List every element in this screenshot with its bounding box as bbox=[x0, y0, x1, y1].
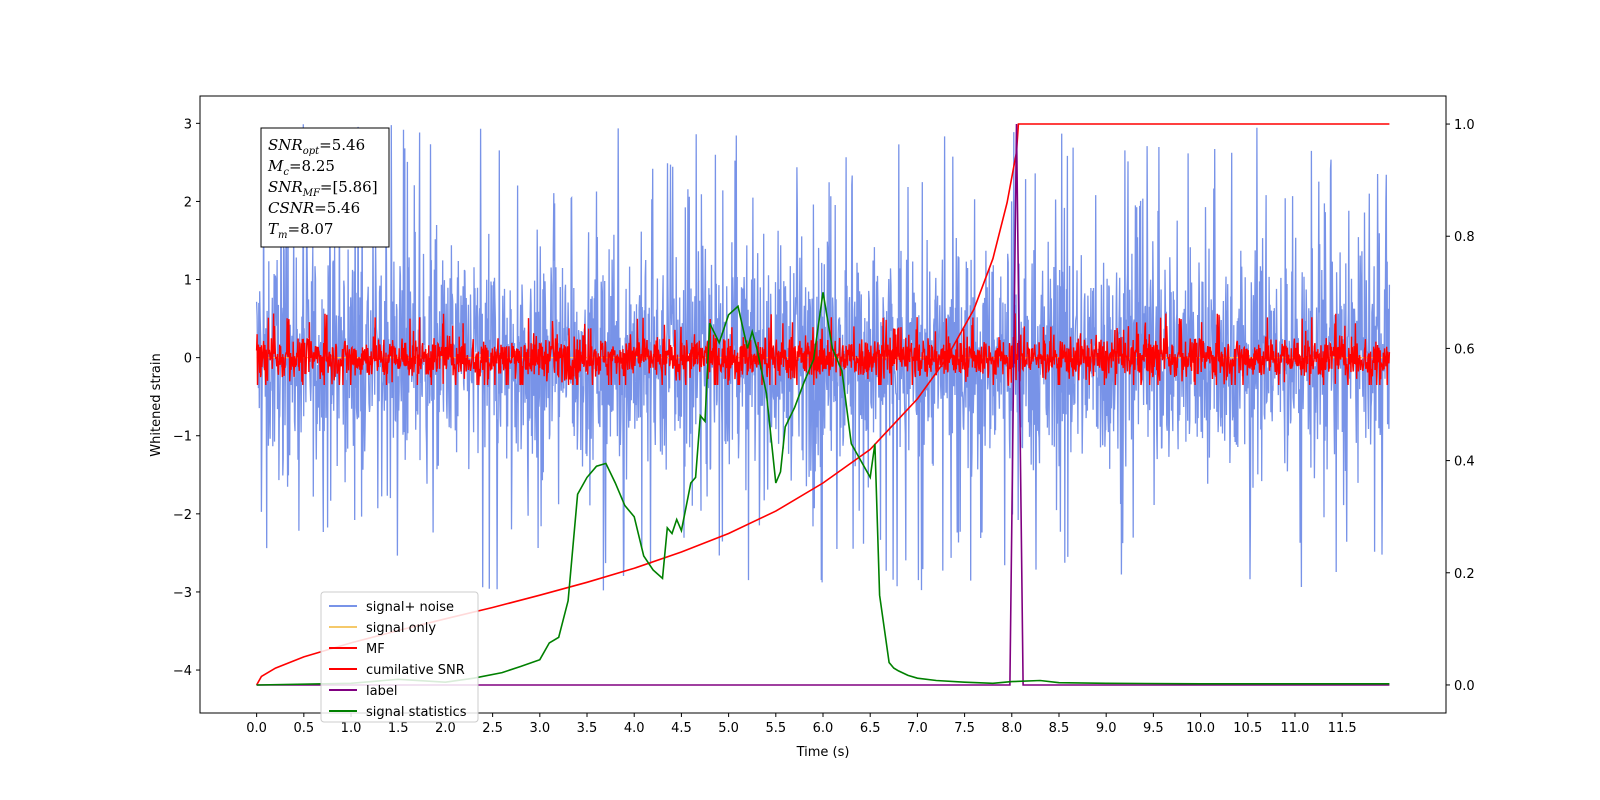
y-tick-label: 3 bbox=[184, 117, 192, 132]
x-tick-label: 2.0 bbox=[435, 721, 456, 736]
y-tick-label: 0 bbox=[184, 352, 192, 367]
y-tick-label: 2 bbox=[184, 195, 192, 210]
series-label-line bbox=[256, 123, 1390, 686]
legend[interactable]: signal+ noise signal only MF cumilative SNR… bbox=[320, 591, 479, 723]
x-tick-label: 8.0 bbox=[1001, 721, 1022, 736]
legend-frame bbox=[320, 591, 479, 723]
x-tick-label: 5.0 bbox=[718, 721, 739, 736]
x-tick-label: 7.0 bbox=[907, 721, 928, 736]
legend-entry[interactable]: cumilative SNR bbox=[329, 663, 465, 678]
x-tick-label: 3.5 bbox=[577, 721, 598, 736]
x-tick-label: 11.5 bbox=[1328, 721, 1357, 736]
x-tick-label: 10.5 bbox=[1233, 721, 1262, 736]
series-mf-line bbox=[255, 313, 1391, 386]
x-tick-label: 4.0 bbox=[624, 721, 645, 736]
legend-label: label bbox=[366, 684, 397, 699]
legend-entry[interactable]: label bbox=[329, 684, 397, 699]
annotation-line: SNRopt=5.46 bbox=[268, 136, 365, 157]
legend-entry[interactable]: signal only bbox=[329, 621, 436, 636]
y2-tick-label: 0.0 bbox=[1454, 679, 1475, 694]
y-axis-left: 3 2 1 0 −1 −2 −3 −4 bbox=[173, 117, 200, 679]
x-tick-label: 11.0 bbox=[1280, 721, 1309, 736]
x-tick-label: 10.0 bbox=[1186, 721, 1215, 736]
y-tick-label: −1 bbox=[173, 430, 192, 445]
y-axis-label: Whitened strain bbox=[149, 353, 164, 456]
legend-entry[interactable]: signal statistics bbox=[329, 705, 467, 720]
x-tick-label: 9.0 bbox=[1096, 721, 1117, 736]
x-tick-label: 4.5 bbox=[671, 721, 692, 736]
annotation-line: Tm=8.07 bbox=[268, 220, 333, 241]
x-tick-label: 3.0 bbox=[529, 721, 550, 736]
y-tick-label: 1 bbox=[184, 274, 192, 289]
x-tick-label: 5.5 bbox=[765, 721, 786, 736]
y2-tick-label: 1.0 bbox=[1454, 118, 1475, 133]
legend-label: signal+ noise bbox=[366, 600, 454, 615]
annotation-line: CSNR=5.46 bbox=[268, 199, 360, 217]
x-tick-label: 0.0 bbox=[246, 721, 267, 736]
series-signal-statistics-line bbox=[256, 292, 1390, 686]
x-tick-label: 0.5 bbox=[293, 721, 314, 736]
legend-entry[interactable]: signal+ noise bbox=[329, 600, 454, 615]
x-tick-label: 2.5 bbox=[482, 721, 503, 736]
x-tick-label: 1.5 bbox=[388, 721, 409, 736]
annotation-line: SNRMF=[5.86] bbox=[268, 178, 378, 199]
series-signal-noise-line bbox=[255, 124, 1391, 591]
x-tick-label: 7.5 bbox=[954, 721, 975, 736]
y-tick-label: −2 bbox=[173, 508, 192, 523]
y2-tick-label: 0.6 bbox=[1454, 342, 1475, 357]
x-tick-label: 9.5 bbox=[1143, 721, 1164, 736]
x-tick-label: 8.5 bbox=[1049, 721, 1070, 736]
legend-label: signal only bbox=[366, 621, 436, 636]
x-axis: 0.0 0.5 1.0 1.5 2.0 2.5 3.0 3.5 4.0 4.5 5.0 5.5 6.0 6… bbox=[246, 713, 1357, 736]
y-axis-right: 1.0 0.8 0.6 0.4 0.2 0.0 bbox=[1446, 118, 1475, 694]
y2-tick-label: 0.8 bbox=[1454, 230, 1475, 245]
y-tick-label: −3 bbox=[173, 586, 192, 601]
annotation-frame bbox=[260, 127, 390, 248]
legend-entry[interactable]: MF bbox=[329, 642, 385, 657]
annotation-line: Mc=8.25 bbox=[267, 157, 335, 178]
legend-label: cumilative SNR bbox=[366, 663, 465, 678]
y2-tick-label: 0.2 bbox=[1454, 567, 1475, 582]
y-tick-label: −4 bbox=[173, 664, 192, 679]
x-tick-label: 6.5 bbox=[860, 721, 881, 736]
y2-tick-label: 0.4 bbox=[1454, 455, 1475, 470]
x-tick-label: 6.0 bbox=[813, 721, 834, 736]
legend-label: MF bbox=[366, 642, 385, 657]
legend-label: signal statistics bbox=[366, 705, 467, 720]
x-tick-label: 1.0 bbox=[341, 721, 362, 736]
x-axis-label: Time (s) bbox=[796, 745, 850, 760]
